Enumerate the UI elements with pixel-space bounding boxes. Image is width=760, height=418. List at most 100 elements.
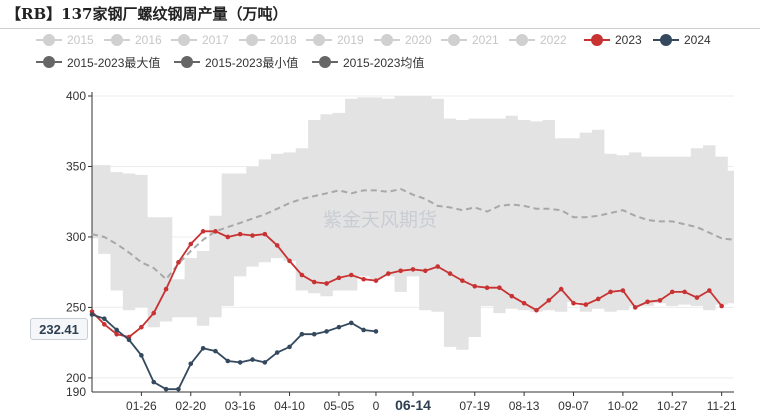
legend-item-2015-2023最小值[interactable]: 2015-2023最小值 (174, 54, 298, 70)
legend-label: 2021 (472, 33, 499, 47)
data-point-2023 (176, 260, 181, 265)
legend-label: 2017 (202, 33, 229, 47)
data-point-2024 (348, 320, 354, 326)
x-tick-label: 06-14 (395, 397, 431, 413)
legend-item-2015[interactable]: 2015 (36, 32, 94, 48)
data-point-2023 (324, 281, 329, 286)
data-point-2023 (188, 241, 194, 247)
legend-marker-icon (36, 33, 62, 47)
legend-marker-icon (104, 33, 130, 47)
data-point-2023 (571, 300, 576, 306)
y-tick-label: 300 (66, 230, 86, 244)
x-tick-label: 01-26 (126, 399, 157, 413)
data-point-2023 (311, 279, 317, 285)
data-point-2023 (200, 229, 206, 234)
data-point-2023 (447, 271, 453, 276)
watermark: 紫金天风期货 (323, 209, 437, 231)
legend-label: 2015-2023均值 (343, 55, 425, 70)
data-point-2024 (225, 358, 231, 364)
data-point-2024 (102, 316, 107, 322)
legend-item-2022[interactable]: 2022 (509, 32, 567, 48)
data-point-2023 (398, 268, 403, 274)
legend-label: 2015-2023最大值 (67, 55, 161, 70)
data-point-2023 (472, 283, 478, 289)
data-point-2023 (225, 234, 231, 240)
legend-marker-icon (653, 33, 679, 47)
legend-marker-icon (509, 33, 535, 47)
legend-item-2024[interactable]: 2024 (653, 32, 711, 48)
legend-label: 2020 (405, 33, 432, 47)
data-point-2024 (299, 331, 305, 337)
x-tick-label: 07-19 (459, 399, 490, 413)
legend-item-2017[interactable]: 2017 (171, 32, 229, 48)
data-point-2023 (534, 307, 539, 313)
legend-label: 2023 (615, 33, 642, 47)
legend-item-2018[interactable]: 2018 (239, 32, 297, 48)
data-point-2023 (373, 278, 379, 283)
data-point-2024 (262, 360, 268, 365)
data-point-2023 (114, 331, 119, 337)
data-point-2024 (361, 327, 366, 333)
data-point-2024 (89, 312, 95, 317)
data-point-2023 (102, 322, 107, 327)
y-tick-label: 350 (66, 159, 86, 173)
data-point-2023 (669, 289, 675, 295)
data-point-2023 (719, 303, 724, 309)
data-point-2023 (139, 324, 144, 330)
legend-label: 2019 (337, 33, 364, 47)
legend-item-2019[interactable]: 2019 (306, 32, 364, 48)
x-tick-label: 10-27 (657, 399, 688, 413)
series-line-2015-2023-average (91, 187, 735, 281)
data-point-2024 (151, 379, 157, 385)
data-point-2023 (583, 302, 589, 307)
data-point-2024 (324, 329, 329, 334)
data-point-2024 (213, 348, 218, 354)
legend-item-2020[interactable]: 2020 (374, 32, 432, 48)
data-point-2024 (250, 357, 255, 362)
legend-item-2015-2023均值[interactable]: 2015-2023均值 (312, 54, 424, 70)
legend-item-2021[interactable]: 2021 (441, 32, 499, 48)
data-point-2023 (287, 258, 292, 264)
data-point-2023 (632, 305, 638, 310)
data-point-2023 (484, 285, 490, 290)
data-point-2023 (657, 298, 663, 303)
x-tick-label: 03-16 (225, 399, 256, 413)
legend-label: 2022 (540, 33, 567, 47)
data-point-2024 (126, 337, 132, 343)
y-value-callout: 232.41 (30, 318, 88, 340)
x-tick-label: 02-20 (175, 399, 206, 413)
data-point-2023 (348, 272, 354, 278)
data-point-2023 (151, 310, 157, 316)
data-point-2023 (435, 264, 440, 269)
legend-label: 2024 (684, 33, 711, 47)
data-point-2023 (386, 271, 391, 276)
data-point-2023 (620, 288, 626, 293)
legend-item-2023[interactable]: 2023 (584, 32, 642, 48)
data-point-2024 (311, 331, 317, 337)
data-point-2023 (460, 278, 465, 283)
x-tick-label: 09-07 (558, 399, 589, 413)
data-point-2023 (595, 296, 601, 302)
series-line-2023 (91, 230, 723, 338)
data-point-2023 (645, 299, 650, 305)
data-point-2024 (287, 344, 292, 350)
data-point-2024 (163, 386, 169, 392)
x-tick-label: 10-02 (608, 399, 639, 413)
legend-item-2015-2023最大值[interactable]: 2015-2023最大值 (36, 54, 160, 70)
x-tick-label: 0 (373, 399, 380, 413)
x-tick-label: 04-10 (274, 399, 305, 413)
data-point-2024 (274, 350, 280, 355)
data-point-2023 (608, 289, 613, 295)
legend-marker-icon (36, 55, 62, 69)
data-point-2024 (336, 324, 342, 330)
data-point-2023 (509, 293, 515, 299)
data-point-2023 (163, 286, 169, 292)
data-point-2023 (262, 231, 268, 237)
x-tick-label: 05-05 (324, 399, 355, 413)
data-point-2023 (250, 233, 255, 238)
legend-label: 2015-2023最小值 (205, 55, 299, 70)
legend-marker-icon (174, 55, 200, 69)
x-tick-label: 08-13 (509, 399, 540, 413)
legend-item-2016[interactable]: 2016 (104, 32, 162, 48)
